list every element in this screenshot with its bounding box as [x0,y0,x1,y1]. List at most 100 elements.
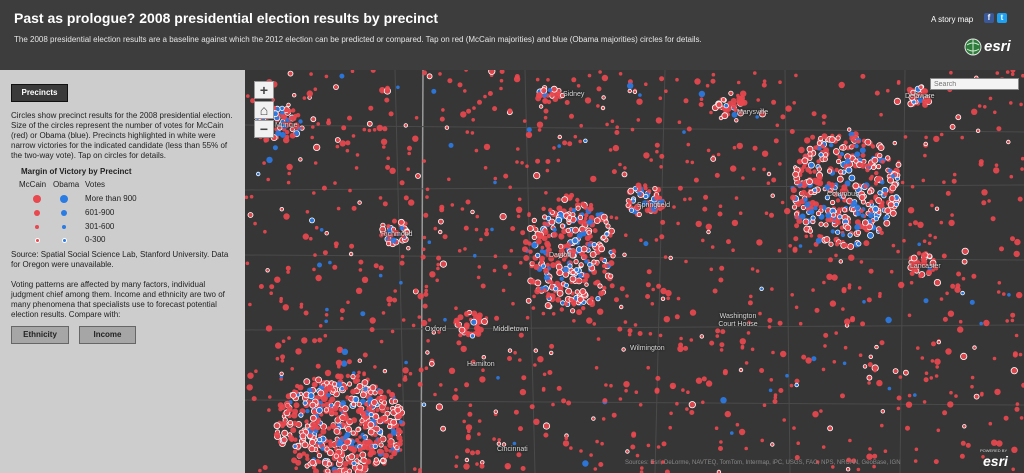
precinct-circle[interactable] [466,331,471,336]
precinct-circle[interactable] [793,236,799,242]
precinct-circle[interactable] [876,175,882,182]
precinct-circle[interactable] [638,403,643,407]
precinct-circle[interactable] [372,128,377,132]
precinct-circle[interactable] [877,227,883,232]
precinct-circle[interactable] [796,159,802,164]
precinct-circle[interactable] [854,204,861,211]
precinct-circle[interactable] [387,423,393,430]
precinct-circle[interactable] [634,390,639,395]
precinct-circle[interactable] [387,302,391,307]
precinct-circle[interactable] [272,145,278,151]
precinct-circle[interactable] [348,453,356,461]
precinct-circle[interactable] [638,93,642,97]
precinct-circle[interactable] [380,138,388,145]
precinct-circle[interactable] [559,223,566,229]
precinct-circle[interactable] [313,468,319,473]
precinct-circle[interactable] [385,164,391,170]
precinct-circle[interactable] [351,417,358,424]
precinct-circle[interactable] [753,71,757,75]
precinct-circle[interactable] [373,365,377,369]
precinct-circle[interactable] [758,110,767,118]
precinct-circle[interactable] [448,142,454,148]
precinct-circle[interactable] [760,438,764,443]
precinct-circle[interactable] [808,249,813,254]
precinct-circle[interactable] [302,233,309,240]
precinct-circle[interactable] [609,215,614,219]
precinct-circle[interactable] [1002,292,1006,296]
precinct-circle[interactable] [955,283,961,289]
precinct-circle[interactable] [341,422,346,427]
precinct-circle[interactable] [477,99,482,105]
precinct-circle[interactable] [390,237,397,244]
precinct-circle[interactable] [841,288,847,294]
precinct-circle[interactable] [319,228,324,232]
precinct-circle[interactable] [814,307,820,313]
precinct-circle[interactable] [969,299,975,305]
precinct-circle[interactable] [939,132,944,137]
precinct-circle[interactable] [557,144,561,148]
precinct-circle[interactable] [309,236,313,241]
precinct-circle[interactable] [860,73,866,79]
precinct-circle[interactable] [326,426,332,431]
precinct-circle[interactable] [719,348,724,352]
precinct-circle[interactable] [552,227,557,232]
precinct-circle[interactable] [542,221,547,226]
precinct-circle[interactable] [546,78,550,82]
precinct-circle[interactable] [839,188,846,195]
precinct-circle[interactable] [759,368,765,373]
precinct-circle[interactable] [706,148,711,153]
precinct-circle[interactable] [357,406,364,413]
precinct-circle[interactable] [836,207,842,212]
precinct-circle[interactable] [736,95,743,102]
precinct-circle[interactable] [439,204,445,210]
precinct-circle[interactable] [942,180,946,184]
precinct-circle[interactable] [513,350,517,355]
precinct-circle[interactable] [518,358,522,362]
precinct-circle[interactable] [869,199,874,204]
precinct-circle[interactable] [564,436,569,441]
precinct-circle[interactable] [570,248,577,255]
precinct-circle[interactable] [390,429,397,436]
precinct-circle[interactable] [847,232,853,238]
precinct-circle[interactable] [870,144,876,149]
precinct-circle[interactable] [545,159,551,164]
precinct-circle[interactable] [539,255,545,262]
precinct-circle[interactable] [862,364,868,369]
precinct-circle[interactable] [1005,70,1010,74]
precinct-circle[interactable] [1010,236,1015,242]
precinct-circle[interactable] [910,254,918,262]
precinct-circle[interactable] [593,467,598,471]
precinct-circle[interactable] [346,300,350,305]
precinct-circle[interactable] [835,198,841,203]
precinct-circle[interactable] [488,70,496,75]
precinct-circle[interactable] [323,333,328,338]
precinct-circle[interactable] [392,218,397,224]
precinct-circle[interactable] [431,330,436,335]
precinct-circle[interactable] [816,140,823,146]
precinct-circle[interactable] [801,354,807,360]
precinct-circle[interactable] [898,375,903,379]
precinct-circle[interactable] [769,378,774,382]
precinct-circle[interactable] [625,449,630,454]
precinct-circle[interactable] [880,159,885,164]
precinct-circle[interactable] [403,375,407,379]
precinct-circle[interactable] [971,108,978,115]
precinct-circle[interactable] [929,259,937,267]
precinct-circle[interactable] [635,453,640,458]
precinct-circle[interactable] [637,191,642,196]
precinct-circle[interactable] [961,276,966,281]
precinct-circle[interactable] [900,180,905,185]
precinct-circle[interactable] [571,218,576,223]
precinct-circle[interactable] [907,393,912,398]
precinct-circle[interactable] [887,201,895,209]
precinct-circle[interactable] [514,74,520,79]
map-view[interactable]: + ⌂ − Sidney Marysville Delaware Muncie … [245,70,1024,473]
precinct-circle[interactable] [526,225,534,232]
precinct-circle[interactable] [542,93,547,98]
precinct-circle[interactable] [589,296,594,301]
precinct-circle[interactable] [710,156,717,162]
precinct-circle[interactable] [934,374,939,378]
precinct-circle[interactable] [310,116,317,123]
precinct-circle[interactable] [288,116,293,121]
precinct-circle[interactable] [1019,416,1024,420]
